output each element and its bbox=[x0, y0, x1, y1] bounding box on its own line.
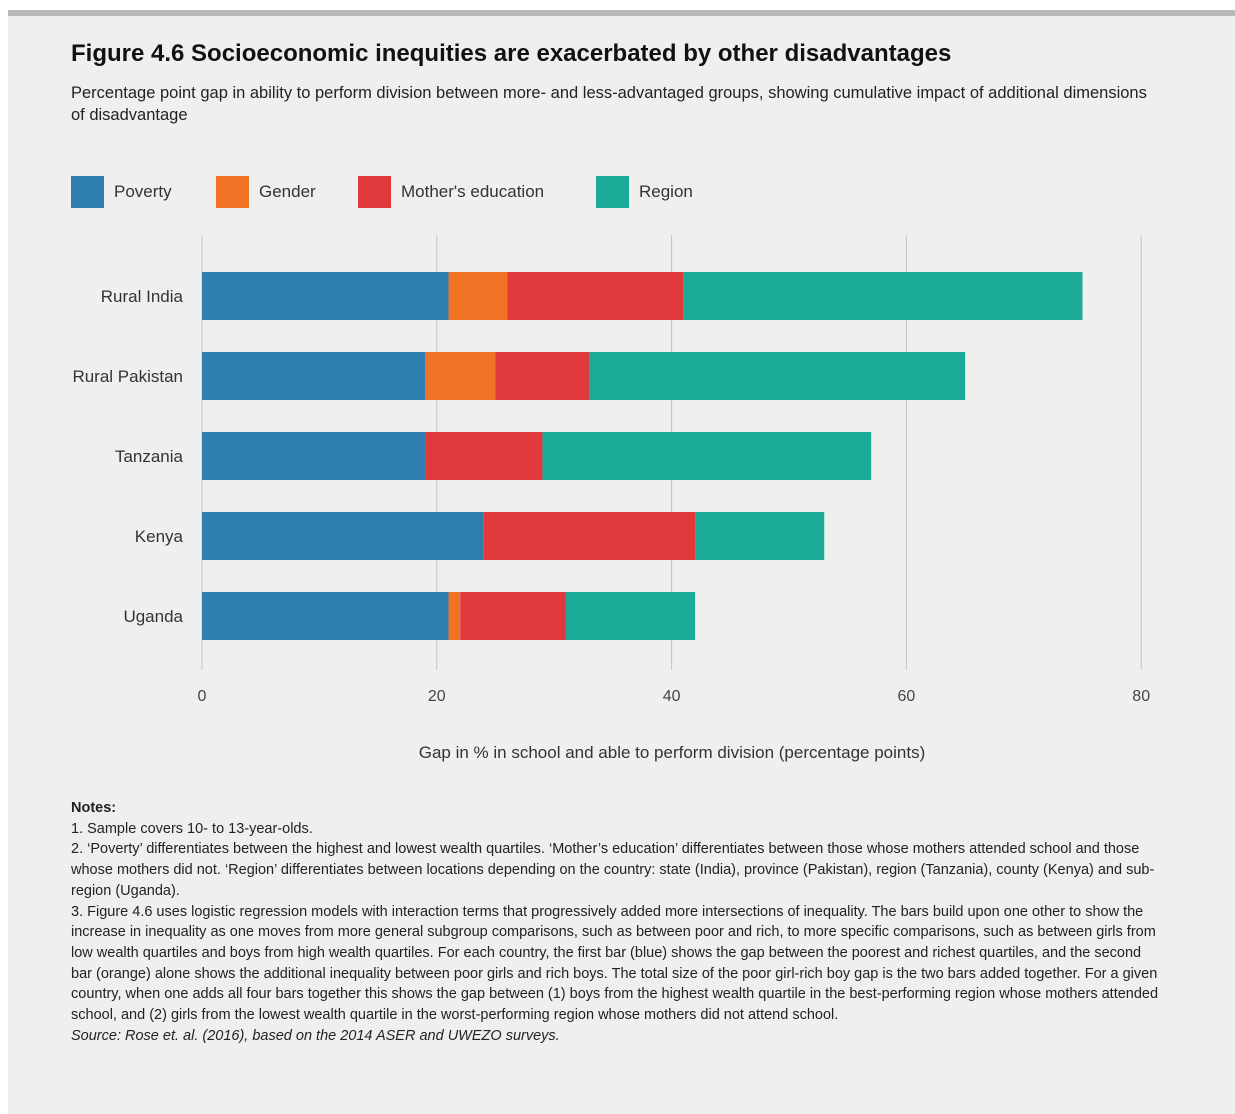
legend-label-region: Region bbox=[639, 182, 693, 201]
source-note: Source: Rose et. al. (2016), based on th… bbox=[71, 1027, 560, 1044]
legend-label-mothers-education: Mother's education bbox=[401, 182, 545, 201]
bar-tanzania-region bbox=[542, 432, 872, 480]
legend-item-gender: Gender bbox=[216, 176, 316, 208]
x-tick-label-20: 20 bbox=[428, 688, 446, 705]
stacked-bar-chart: 0 20 40 60 80 Rural India Rural Pakistan Tanzan… bbox=[72, 235, 1150, 762]
note-2: 2. ‘Poverty’ differentiates between the … bbox=[71, 841, 1155, 899]
legend-swatch-region bbox=[596, 176, 629, 208]
bar-kenya-mother-s-education bbox=[483, 512, 696, 560]
note-1: 1. Sample covers 10- to 13-year-olds. bbox=[71, 820, 313, 837]
bar-rural-india-mother-s-education bbox=[507, 272, 684, 320]
x-tick-label-40: 40 bbox=[663, 688, 681, 705]
y-category-label-rural-pakistan: Rural Pakistan bbox=[72, 367, 183, 386]
figure-subtitle: Percentage point gap in ability to perfo… bbox=[71, 84, 1147, 124]
y-category-label-tanzania: Tanzania bbox=[115, 447, 184, 466]
legend-label-gender: Gender bbox=[259, 182, 316, 201]
bar-tanzania-mother-s-education bbox=[425, 432, 543, 480]
bar-uganda-mother-s-education bbox=[460, 592, 566, 640]
x-axis-label: Gap in % in school and able to perform d… bbox=[419, 743, 926, 762]
bar-rural-india-poverty bbox=[202, 272, 449, 320]
legend-swatch-mothers-education bbox=[358, 176, 391, 208]
bar-kenya-poverty bbox=[202, 512, 484, 560]
legend-label-poverty: Poverty bbox=[114, 182, 172, 201]
legend-item-mothers-education: Mother's education bbox=[358, 176, 544, 208]
bar-tanzania-poverty bbox=[202, 432, 426, 480]
bar-rural-pakistan-poverty bbox=[202, 352, 426, 400]
bar-rural-pakistan-gender bbox=[425, 352, 496, 400]
figure-title: Figure 4.6 Socioeconomic inequities are … bbox=[71, 40, 952, 67]
bar-rural-pakistan-mother-s-education bbox=[495, 352, 590, 400]
bar-rural-india-gender bbox=[448, 272, 508, 320]
bar-uganda-poverty bbox=[202, 592, 449, 640]
x-tick-label-0: 0 bbox=[198, 688, 207, 705]
y-category-label-rural-india: Rural India bbox=[101, 287, 184, 306]
legend-swatch-gender bbox=[216, 176, 249, 208]
legend-swatch-poverty bbox=[71, 176, 104, 208]
y-category-label-uganda: Uganda bbox=[123, 607, 183, 626]
bar-uganda-gender bbox=[448, 592, 461, 640]
y-category-label-kenya: Kenya bbox=[135, 527, 184, 546]
bar-rural-pakistan-region bbox=[589, 352, 966, 400]
bar-rural-india-region bbox=[683, 272, 1083, 320]
bar-uganda-region bbox=[565, 592, 696, 640]
bar-kenya-region bbox=[695, 512, 825, 560]
notes-heading: Notes: bbox=[71, 800, 117, 816]
x-tick-label-60: 60 bbox=[898, 688, 916, 705]
legend-item-poverty: Poverty bbox=[71, 176, 172, 208]
note-3: 3. Figure 4.6 uses logistic regression m… bbox=[71, 903, 1159, 1024]
legend-item-region: Region bbox=[596, 176, 693, 208]
notes-section: Notes: 1. Sample covers 10- to 13-year-o… bbox=[71, 798, 1161, 1046]
x-tick-label-80: 80 bbox=[1132, 688, 1150, 705]
